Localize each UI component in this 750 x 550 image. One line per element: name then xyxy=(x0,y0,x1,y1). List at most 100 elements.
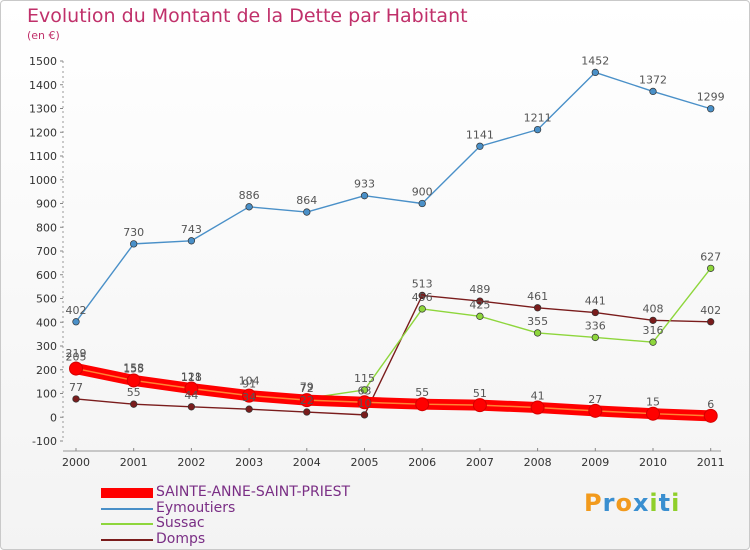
y-tick-label: 1300 xyxy=(29,103,57,116)
y-tick-label: 100 xyxy=(36,388,57,401)
x-tick-label: 2001 xyxy=(120,456,148,469)
y-tick-label: 1500 xyxy=(29,55,57,68)
data-label: 79 xyxy=(300,380,314,393)
data-point xyxy=(360,386,369,394)
data-label: 1211 xyxy=(524,112,552,125)
series-line xyxy=(75,71,712,323)
logo-letter: t xyxy=(658,489,672,517)
y-tick-label: 600 xyxy=(36,269,57,282)
data-label: 900 xyxy=(412,186,433,199)
data-point xyxy=(530,400,545,415)
y-tick-label: 500 xyxy=(36,293,57,306)
data-point xyxy=(476,297,484,305)
series-eymoutiers xyxy=(72,68,715,326)
y-tick-label: 1200 xyxy=(29,126,57,139)
data-label: 118 xyxy=(181,371,202,384)
y-tick-label: -100 xyxy=(32,435,57,448)
series-sainte-anne-saint-priest xyxy=(69,361,718,423)
data-label: 15 xyxy=(646,396,660,409)
data-label: 115 xyxy=(354,372,375,385)
data-label: 44 xyxy=(184,389,198,402)
x-tick-label: 2011 xyxy=(697,456,725,469)
line-chart: -100 0 100 200 300 400 500 600 700 800 900 1000 1100… xyxy=(29,54,725,469)
data-label: 55 xyxy=(127,386,141,399)
legend-swatch xyxy=(101,523,153,525)
data-point xyxy=(130,240,138,248)
x-tick-label: 2008 xyxy=(524,456,552,469)
data-point xyxy=(418,199,426,208)
series-domps xyxy=(72,291,715,419)
data-point xyxy=(360,192,369,200)
data-label: 1141 xyxy=(466,128,494,141)
x-tick-label: 2004 xyxy=(293,456,321,469)
logo-letter: i xyxy=(649,489,659,517)
data-label: 104 xyxy=(239,375,260,388)
legend-label: Domps xyxy=(156,530,206,547)
data-label: 1299 xyxy=(697,91,725,104)
data-point xyxy=(476,312,484,320)
x-tick-label: 2009 xyxy=(581,456,609,469)
data-label: 627 xyxy=(700,250,721,263)
x-tick-label: 2000 xyxy=(62,456,90,469)
data-label: 513 xyxy=(412,277,433,290)
y-tick-label: 200 xyxy=(36,364,57,377)
x-tick-label: 2005 xyxy=(351,456,379,469)
data-point xyxy=(187,237,196,245)
series-line xyxy=(70,363,717,422)
y-tick-label: 1400 xyxy=(29,79,57,92)
data-label: 10 xyxy=(358,397,372,410)
data-point xyxy=(72,395,80,403)
data-label: 27 xyxy=(588,393,602,406)
data-point xyxy=(591,333,599,342)
chart-title: Evolution du Montant de la Dette par Hab… xyxy=(27,5,468,27)
data-point xyxy=(360,411,369,419)
data-label: 456 xyxy=(412,291,433,304)
data-label: 55 xyxy=(415,386,429,399)
series-line xyxy=(75,294,712,416)
data-label: 1452 xyxy=(581,54,609,67)
data-point xyxy=(707,264,715,272)
data-label: 1372 xyxy=(639,73,667,86)
logo-letter: o xyxy=(615,489,633,517)
data-point xyxy=(357,395,372,410)
data-point xyxy=(649,87,657,96)
data-point xyxy=(303,408,311,416)
legend-label: Sussac xyxy=(156,515,205,531)
y-tick-label: 0 xyxy=(50,411,57,424)
y-tick-label: 1000 xyxy=(29,174,57,187)
data-point xyxy=(472,398,487,413)
data-point xyxy=(415,397,430,412)
x-tick-label: 2006 xyxy=(408,456,436,469)
logo-letter: i xyxy=(671,489,681,517)
data-label: 461 xyxy=(527,290,548,303)
data-point xyxy=(418,305,426,313)
data-label: 316 xyxy=(643,324,664,337)
x-tick-label: 2007 xyxy=(466,456,494,469)
data-point xyxy=(126,373,141,388)
series-line-highlight xyxy=(75,367,711,417)
data-point xyxy=(184,381,199,396)
data-point xyxy=(303,208,311,216)
y-tick-label: 400 xyxy=(36,316,57,329)
data-label: 91 xyxy=(242,378,256,391)
data-point xyxy=(533,304,542,312)
data-point xyxy=(588,403,603,418)
series-line xyxy=(75,267,712,400)
data-label: 121 xyxy=(181,371,202,384)
data-label: 730 xyxy=(123,226,144,239)
data-point xyxy=(72,318,80,326)
data-label: 155 xyxy=(123,362,144,375)
data-label: 158 xyxy=(123,362,144,375)
y-tick-label: 1100 xyxy=(29,150,57,163)
data-point xyxy=(591,308,599,317)
chart-unit: (en €) xyxy=(27,29,60,42)
data-point xyxy=(69,361,83,376)
data-point xyxy=(533,125,542,134)
data-point xyxy=(646,406,660,421)
legend-label: SAINTE-ANNE-SAINT-PRIEST xyxy=(156,484,351,500)
data-point xyxy=(130,400,138,408)
data-point xyxy=(476,142,484,150)
legend-swatch xyxy=(101,538,153,541)
logo-letter: P xyxy=(584,489,603,517)
